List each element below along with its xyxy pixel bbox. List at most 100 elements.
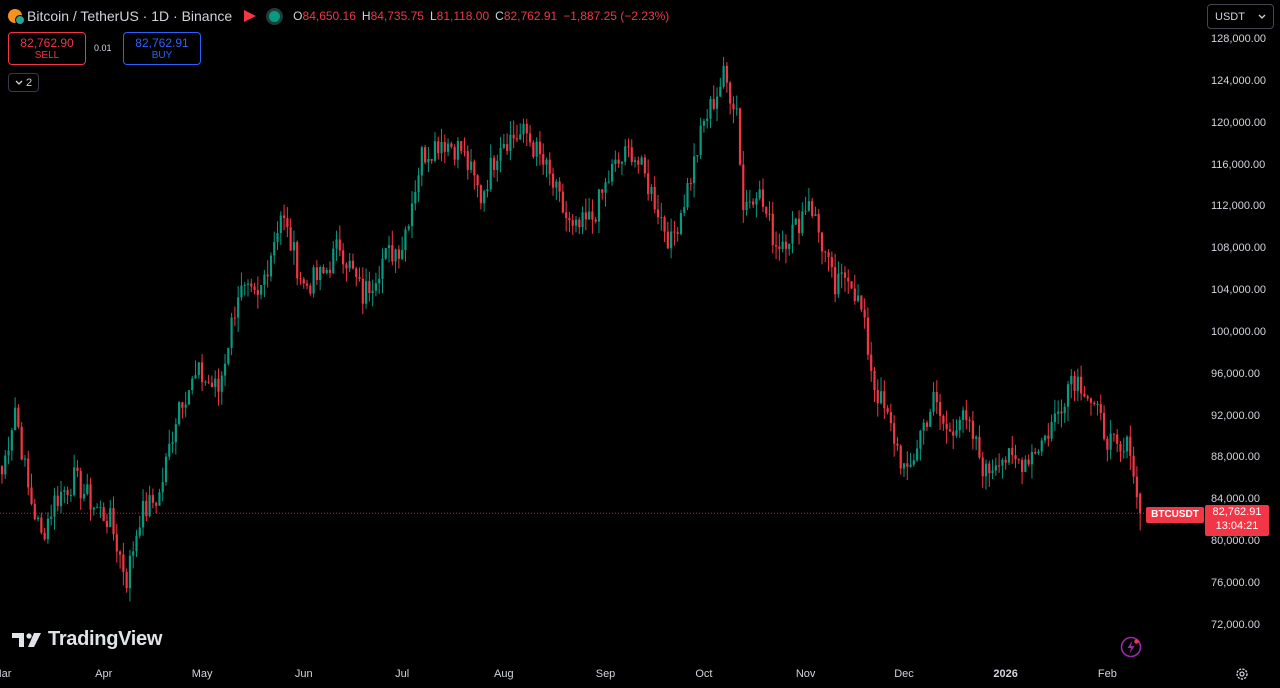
- candle-body: [945, 423, 948, 430]
- candle-body: [548, 159, 551, 174]
- price-tick-label: 128,000.00: [1211, 33, 1267, 45]
- candle-body: [952, 431, 955, 436]
- candle-body: [460, 141, 463, 152]
- flag-icon[interactable]: [244, 10, 257, 22]
- candle-body: [702, 120, 706, 126]
- candle-body: [647, 173, 650, 195]
- candle-body: [791, 224, 794, 244]
- candle-body: [624, 146, 627, 162]
- candle-body: [584, 212, 587, 220]
- currency-select[interactable]: USDT: [1207, 4, 1274, 29]
- candle-body: [538, 141, 542, 155]
- candle-body: [1119, 443, 1122, 452]
- candle-body: [706, 118, 709, 121]
- indicators-toggle-button[interactable]: 2: [8, 73, 39, 92]
- candle-body: [289, 227, 292, 251]
- candle-body: [151, 495, 154, 503]
- candle-body: [86, 484, 89, 494]
- price-tick-label: 88,000.00: [1211, 451, 1260, 464]
- candle-body: [4, 455, 7, 475]
- candle-body: [292, 242, 296, 251]
- buy-label: BUY: [151, 50, 173, 61]
- candle-body: [522, 123, 525, 135]
- candle-body: [1057, 411, 1060, 414]
- candle-body: [620, 161, 624, 164]
- candle-body: [430, 158, 433, 161]
- time-tick-label: Sep: [595, 668, 616, 680]
- candle-body: [660, 217, 663, 219]
- candle-body: [722, 65, 725, 87]
- candle-body: [102, 507, 105, 521]
- candle-body: [27, 458, 30, 488]
- candle-body: [148, 495, 151, 517]
- candle-body: [1109, 433, 1112, 450]
- candle-body: [394, 249, 397, 262]
- candle-body: [568, 217, 571, 221]
- candle-body: [512, 134, 515, 139]
- candle-body: [230, 317, 233, 348]
- candle-body: [991, 470, 994, 474]
- sell-button[interactable]: 82,762.90 SELL: [8, 32, 86, 65]
- candle-body: [109, 508, 112, 528]
- candle-body: [7, 450, 10, 456]
- candle-body: [1080, 376, 1083, 394]
- candle-body: [194, 375, 197, 379]
- candle-body: [223, 363, 227, 376]
- price-axis[interactable]: 128,000.00 124,000.00 120,000.00 116,000.00…: [1200, 0, 1280, 662]
- candle-body: [168, 443, 171, 457]
- candle-body: [1037, 451, 1040, 454]
- candle-body: [719, 86, 722, 97]
- candle-body: [817, 214, 820, 233]
- candle-body: [43, 532, 46, 540]
- close-value: C82,762.91: [495, 9, 558, 23]
- candle-body: [768, 213, 771, 215]
- gear-icon[interactable]: [1235, 667, 1249, 681]
- candle-body: [76, 467, 79, 471]
- candle-body: [450, 143, 453, 147]
- candle-body: [1129, 436, 1132, 456]
- candle-body: [499, 147, 502, 161]
- price-tick-label: 80,000.00: [1211, 535, 1260, 548]
- candle-body: [437, 141, 440, 154]
- candle-body: [463, 151, 466, 153]
- lightning-icon[interactable]: [1120, 636, 1142, 658]
- candle-body: [502, 144, 505, 148]
- candle-body: [827, 252, 830, 258]
- candle-body: [597, 189, 601, 222]
- candle-body: [755, 198, 758, 205]
- candlestick-chart[interactable]: [0, 0, 1200, 662]
- candle-body: [656, 209, 660, 218]
- candle-body: [178, 402, 181, 425]
- buy-price: 82,762.91: [135, 36, 189, 50]
- candle-body: [20, 426, 23, 460]
- time-axis[interactable]: Mar Apr May Jun Jul Aug Sep Oct Nov Dec 2026 Feb: [0, 662, 1280, 688]
- candle-body: [758, 189, 761, 199]
- candle-body: [158, 492, 161, 506]
- candle-body: [492, 157, 496, 170]
- candle-body: [804, 210, 807, 212]
- candle-body: [361, 278, 364, 304]
- candle-body: [663, 217, 666, 232]
- candle-body: [771, 213, 774, 246]
- candle-body: [1047, 435, 1050, 439]
- candle-body: [1043, 435, 1047, 441]
- candle-body: [686, 183, 689, 208]
- candle-body: [315, 267, 318, 281]
- candle-body: [588, 211, 591, 220]
- candle-body: [112, 508, 115, 535]
- candle-body: [282, 215, 286, 219]
- symbol-legend: Bitcoin / TetherUS · 1D · Binance O84,65…: [8, 7, 669, 25]
- candle-body: [781, 241, 784, 249]
- tradingview-logo[interactable]: TradingView: [12, 628, 162, 651]
- candle-body: [17, 407, 20, 427]
- candle-body: [735, 108, 738, 110]
- candle-body: [128, 555, 132, 589]
- time-tick-label: 2026: [993, 668, 1018, 680]
- candle-body: [63, 490, 66, 492]
- candle-body: [532, 142, 535, 157]
- market-status-icon[interactable]: [266, 7, 284, 25]
- candle-body: [338, 239, 341, 251]
- currency-value: USDT: [1215, 10, 1245, 23]
- symbol-title[interactable]: Bitcoin / TetherUS · 1D · Binance: [27, 8, 233, 24]
- buy-button[interactable]: 82,762.91 BUY: [123, 32, 201, 65]
